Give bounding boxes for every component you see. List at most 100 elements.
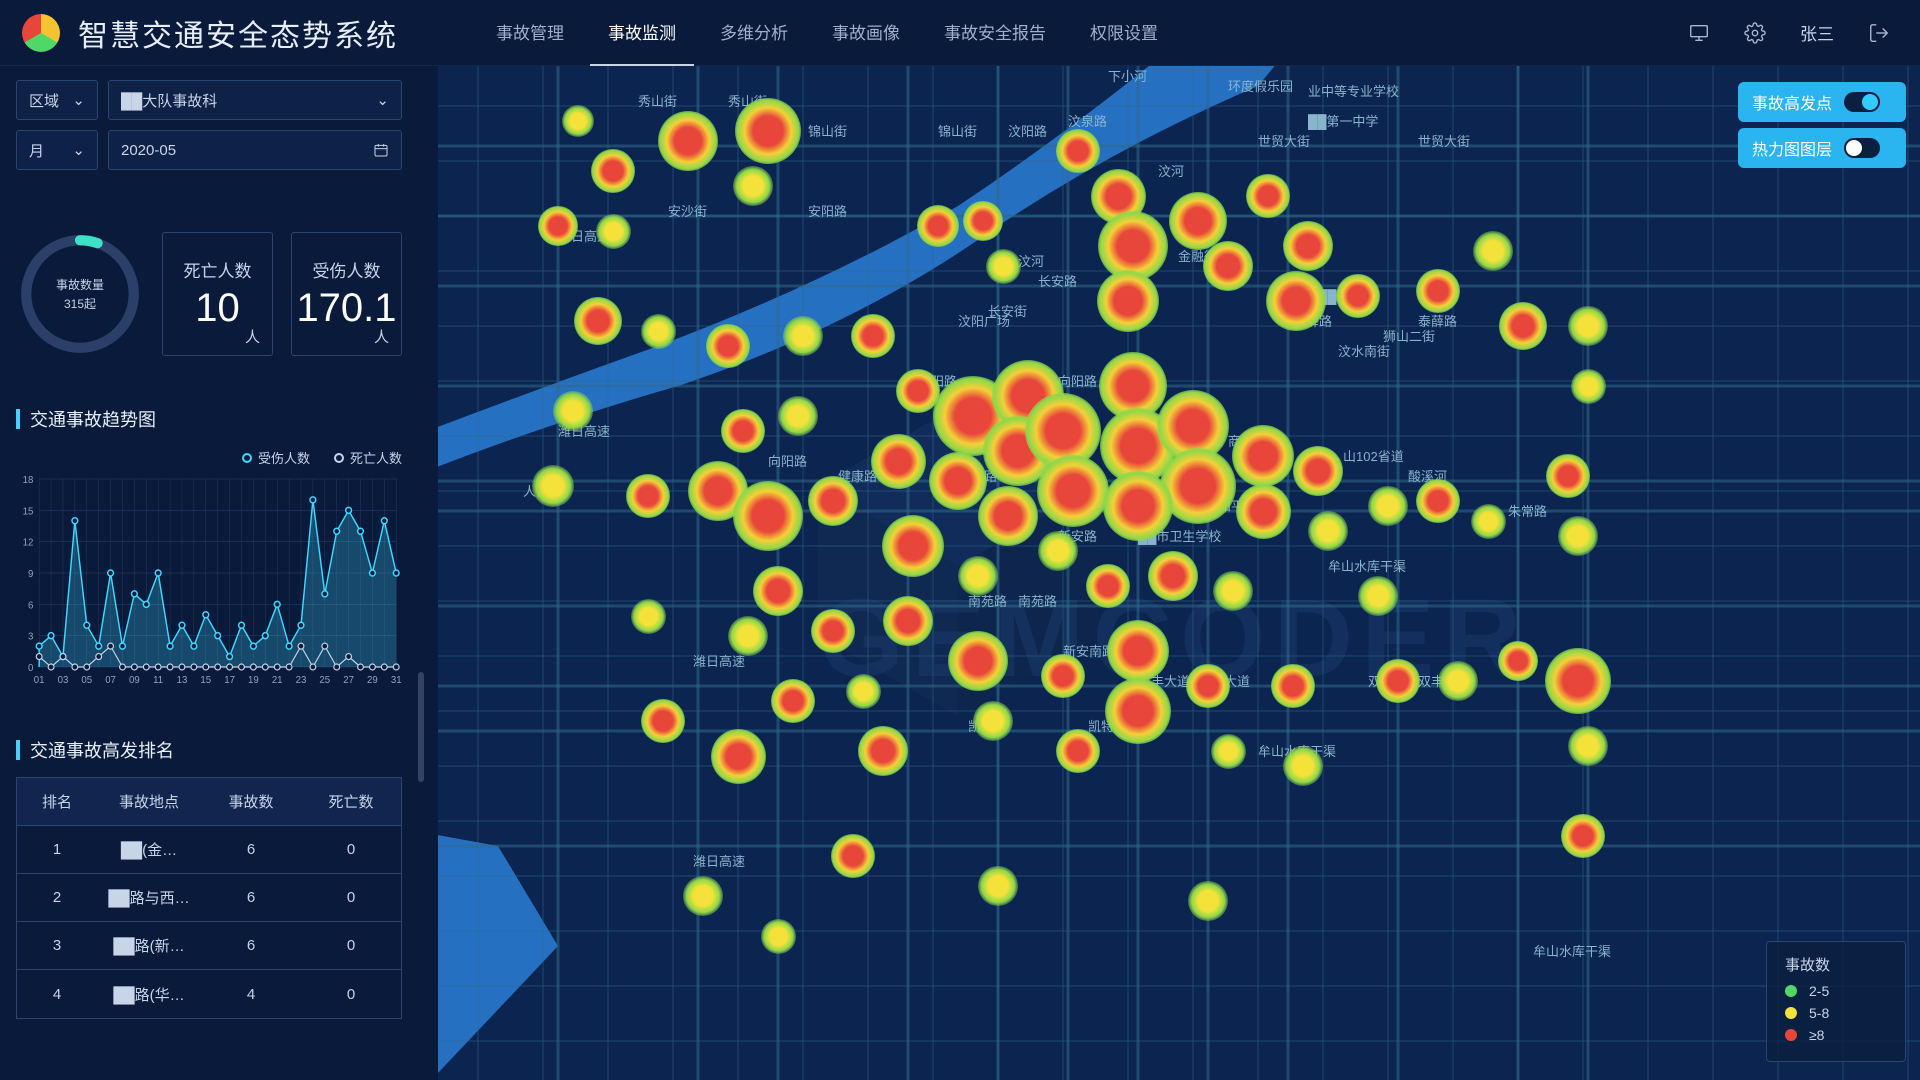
map-svg: GEMCODER 秀山街秀山街锦山街锦山街汶阳路汶泉路下小河环度假乐园业中等专业… — [438, 66, 1920, 1080]
ranking-section-title: 交通事故高发排名 — [16, 737, 402, 763]
map-toggle[interactable]: 热力图图层 — [1738, 128, 1906, 168]
nav-item-0[interactable]: 事故管理 — [478, 0, 582, 66]
svg-text:凯特路: 凯特路 — [968, 719, 1007, 734]
region-select[interactable]: 区域 ⌄ — [16, 80, 98, 120]
svg-text:泰薛路: 泰薛路 — [1418, 314, 1457, 329]
svg-text:金融街: 金融街 — [1178, 249, 1217, 264]
sidebar: 区域 ⌄ ██大队事故科 ⌄ 月 ⌄ 2020-05 — [0, 80, 418, 1019]
nav-item-3[interactable]: 事故画像 — [814, 0, 918, 66]
table-cell: 0 — [301, 937, 401, 954]
svg-text:泰薛路: 泰薛路 — [1293, 314, 1332, 329]
svg-text:锦山街: 锦山街 — [938, 124, 977, 139]
svg-text:长安路: 长安路 — [1038, 274, 1077, 289]
svg-text:环度假乐园: 环度假乐园 — [1228, 79, 1293, 94]
stat-value: 10 — [195, 286, 240, 331]
svg-text:23: 23 — [296, 675, 307, 686]
svg-text:13: 13 — [177, 675, 188, 686]
monitor-icon[interactable] — [1688, 22, 1710, 44]
svg-text:9: 9 — [28, 569, 33, 580]
stats-row: 事故数量 315起 死亡人数 10 人 受伤人数 170.1 人 — [16, 230, 402, 358]
svg-text:15: 15 — [200, 675, 211, 686]
nav-item-1[interactable]: 事故监测 — [590, 0, 694, 66]
table-header-cell: 事故地点 — [97, 791, 201, 812]
legend-dot — [242, 453, 252, 463]
svg-text:05: 05 — [81, 675, 92, 686]
svg-text:27: 27 — [343, 675, 354, 686]
logout-icon[interactable] — [1868, 22, 1890, 44]
svg-text:健康路: 健康路 — [958, 469, 997, 484]
trend-chart: 0369121518010305070911131517192123252729… — [16, 473, 402, 689]
svg-text:安阳路: 安阳路 — [808, 204, 847, 219]
table-cell: 1 — [17, 841, 97, 858]
svg-text:██山广场: ██山广场 — [1318, 289, 1375, 305]
stat-value: 170.1 — [296, 286, 396, 331]
toggle-switch[interactable] — [1844, 138, 1880, 158]
table-header-cell: 事故数 — [201, 791, 301, 812]
svg-text:17: 17 — [224, 675, 235, 686]
accident-count-gauge: 事故数量 315起 — [16, 230, 144, 358]
date-picker[interactable]: 2020-05 — [108, 130, 402, 170]
injured-count-card: 受伤人数 170.1 人 — [291, 232, 402, 356]
dept-select[interactable]: ██大队事故科 ⌄ — [108, 80, 402, 120]
table-row[interactable]: 3██路(新…60 — [17, 922, 401, 970]
svg-text:新安路: 新安路 — [1058, 529, 1097, 544]
svg-text:狮山二街: 狮山二街 — [1383, 329, 1435, 344]
chevron-down-icon: ⌄ — [72, 91, 85, 109]
table-row[interactable]: 2██路与西…60 — [17, 874, 401, 922]
table-cell: 6 — [201, 937, 301, 954]
username[interactable]: 张三 — [1800, 20, 1834, 45]
table-cell: ██(金… — [97, 839, 201, 860]
svg-text:下小河: 下小河 — [1108, 69, 1147, 84]
legend-label: 死亡人数 — [350, 448, 402, 467]
svg-text:世贸大街: 世贸大街 — [1418, 134, 1470, 149]
svg-text:秀山街: 秀山街 — [728, 94, 767, 109]
scrollbar-thumb[interactable] — [418, 672, 424, 782]
gauge-label: 事故数量 — [56, 276, 104, 293]
stat-label: 死亡人数 — [184, 257, 252, 282]
svg-text:██市人民医院: ██市人民医院 — [1008, 464, 1091, 480]
svg-text:██市卫生学校: ██市卫生学校 — [1138, 529, 1221, 545]
gauge-value: 315起 — [64, 295, 96, 312]
date-value: 2020-05 — [121, 142, 176, 159]
table-header-cell: 死亡数 — [301, 791, 401, 812]
legend-label: ≥8 — [1809, 1027, 1824, 1043]
legend-item: 受伤人数 — [242, 448, 310, 467]
nav-item-2[interactable]: 多维分析 — [702, 0, 806, 66]
table-header-cell: 排名 — [17, 791, 97, 812]
svg-text:汶河: 汶河 — [1018, 254, 1044, 269]
svg-text:12: 12 — [23, 538, 34, 549]
svg-text:21: 21 — [272, 675, 283, 686]
period-label: 月 — [29, 140, 44, 161]
svg-text:商场路: 商场路 — [1228, 434, 1267, 449]
stat-unit: 人 — [245, 326, 260, 347]
trend-section-title: 交通事故趋势图 — [16, 406, 402, 432]
legend-row: 5-8 — [1785, 1005, 1887, 1021]
map-area[interactable]: GEMCODER 秀山街秀山街锦山街锦山街汶阳路汶泉路下小河环度假乐园业中等专业… — [438, 66, 1920, 1080]
toggle-switch[interactable] — [1844, 92, 1880, 112]
svg-text:██防疫: ██防疫 — [1068, 494, 1112, 510]
svg-text:██第一中学: ██第一中学 — [1308, 114, 1378, 130]
legend-label: 受伤人数 — [258, 448, 310, 467]
svg-text:朱常路: 朱常路 — [1508, 504, 1547, 519]
header-right: 张三 — [1688, 20, 1890, 45]
svg-text:07: 07 — [105, 675, 116, 686]
svg-text:03: 03 — [58, 675, 69, 686]
svg-text:汶泉路: 汶泉路 — [1068, 114, 1107, 129]
legend-row: ≥8 — [1785, 1027, 1887, 1043]
svg-text:潍日高速: 潍日高速 — [693, 854, 745, 869]
map-toggle[interactable]: 事故高发点 — [1738, 82, 1906, 122]
svg-text:双丰大道: 双丰大道 — [1198, 674, 1250, 689]
settings-icon[interactable] — [1744, 22, 1766, 44]
svg-text:6: 6 — [28, 600, 34, 611]
nav-item-5[interactable]: 权限设置 — [1072, 0, 1176, 66]
table-row[interactable]: 1██(金…60 — [17, 826, 401, 874]
legend-dot — [1785, 1007, 1797, 1019]
table-row[interactable]: 4██路(华…40 — [17, 970, 401, 1018]
svg-text:凯特路: 凯特路 — [1088, 719, 1127, 734]
nav-item-4[interactable]: 事故安全报告 — [926, 0, 1064, 66]
svg-text:秀山街: 秀山街 — [638, 94, 677, 109]
app-header: 智慧交通安全态势系统 事故管理事故监测多维分析事故画像事故安全报告权限设置 张三 — [0, 0, 1920, 66]
period-select[interactable]: 月 ⌄ — [16, 130, 98, 170]
svg-text:09: 09 — [129, 675, 140, 686]
logo — [22, 14, 60, 52]
